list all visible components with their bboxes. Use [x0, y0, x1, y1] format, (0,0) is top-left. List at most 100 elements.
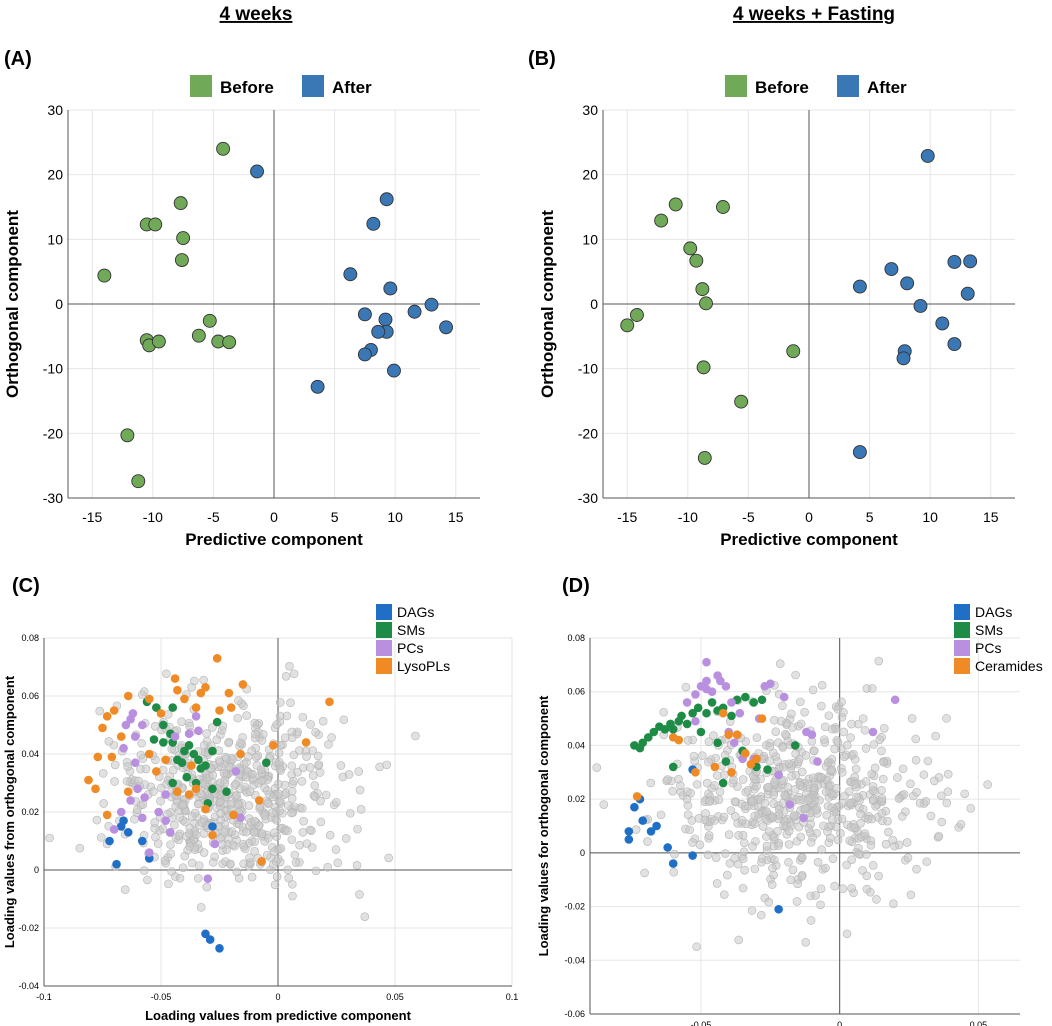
background-lipid-point: [816, 900, 825, 910]
background-lipid-point: [283, 865, 293, 875]
pcs-point: [109, 825, 119, 834]
background-lipid-point: [208, 858, 218, 867]
background-lipid-point: [251, 729, 260, 739]
background-lipid-point: [897, 812, 907, 821]
legend-swatch-before: [725, 75, 747, 97]
background-lipid-point: [804, 795, 813, 805]
background-lipid-point: [721, 849, 730, 858]
y-tick-label: 0.02: [21, 807, 39, 817]
background-lipid-point: [795, 780, 805, 790]
background-lipid-point: [274, 748, 284, 758]
background-lipid-point: [137, 690, 147, 700]
background-lipid-point: [870, 763, 880, 773]
background-lipid-point: [354, 767, 364, 776]
background-lipid-point: [911, 755, 921, 765]
y-tick-label: -0.06: [564, 1009, 585, 1019]
background-lipid-point: [270, 828, 279, 837]
background-lipid-point: [842, 740, 852, 750]
background-lipid-point: [867, 684, 877, 693]
background-lipid-point: [787, 709, 796, 719]
background-lipid-point: [769, 799, 779, 808]
background-lipid-point: [893, 773, 902, 782]
lysopls-point: [325, 697, 334, 707]
x-tick-label: -5: [207, 509, 220, 525]
dags-point: [215, 943, 224, 953]
pcs-point: [807, 730, 817, 739]
background-lipid-point: [215, 778, 225, 788]
background-lipid-point: [283, 801, 293, 810]
background-lipid-point: [298, 712, 308, 722]
lysopls-point: [254, 796, 264, 805]
background-lipid-point: [270, 880, 280, 890]
background-lipid-point: [769, 778, 779, 787]
sms-point: [688, 708, 697, 718]
background-lipid-point: [177, 717, 186, 726]
background-lipid-point: [783, 783, 793, 792]
background-lipid-point: [360, 912, 370, 921]
background-lipid-point: [663, 775, 672, 784]
background-lipid-point: [137, 738, 147, 748]
background-lipid-point: [714, 795, 724, 805]
dags-point: [105, 836, 114, 846]
background-lipid-point: [138, 800, 148, 809]
dags-point: [652, 821, 661, 831]
lysopls-point: [301, 738, 311, 747]
x-tick-label: 0: [270, 509, 278, 525]
background-lipid-point: [862, 884, 872, 894]
after-point: [935, 316, 950, 331]
background-lipid-point: [791, 749, 800, 758]
background-lipid-point: [291, 858, 301, 867]
pcs-point: [702, 676, 711, 686]
lysopls-point: [269, 740, 278, 750]
background-lipid-point: [861, 744, 871, 753]
after-point: [383, 281, 398, 296]
sms-point: [638, 738, 648, 748]
x-tick-label: -10: [678, 509, 698, 525]
pcs-point: [735, 708, 745, 718]
pcs-point: [813, 757, 822, 766]
background-lipid-point: [867, 814, 877, 824]
background-lipid-point: [308, 771, 318, 780]
sms-point: [649, 727, 659, 737]
before-point: [786, 344, 801, 359]
y-tick-label: 0: [580, 848, 585, 858]
after-point: [366, 216, 381, 231]
background-lipid-point: [297, 776, 307, 786]
background-lipid-point: [808, 773, 818, 783]
background-lipid-point: [719, 812, 729, 822]
sms-point: [660, 725, 670, 734]
background-lipid-point: [314, 760, 324, 769]
background-lipid-point: [333, 858, 343, 868]
dags-point: [668, 859, 678, 868]
lysopls-point: [257, 856, 266, 866]
background-lipid-point: [224, 762, 234, 772]
background-lipid-point: [382, 760, 392, 770]
background-lipid-point: [220, 828, 230, 837]
background-lipid-point: [704, 797, 714, 806]
y-tick-label: 0.04: [567, 740, 585, 750]
background-lipid-point: [747, 906, 757, 915]
sms-point: [713, 738, 722, 748]
after-point: [852, 445, 867, 460]
before-point: [202, 313, 217, 328]
background-lipid-point: [786, 875, 796, 885]
background-lipid-point: [302, 752, 311, 761]
background-lipid-point: [670, 849, 679, 859]
background-lipid-point: [750, 864, 760, 874]
pcs-point: [799, 813, 808, 823]
background-lipid-point: [780, 791, 789, 800]
background-lipid-point: [788, 723, 797, 732]
background-lipid-point: [273, 854, 283, 864]
x-tick-label: 0.05: [970, 1020, 988, 1026]
legend-label-lysopls: LysoPLs: [397, 658, 450, 674]
pcs-point: [133, 784, 142, 794]
background-lipid-point: [764, 782, 773, 792]
after-point: [852, 279, 867, 294]
x-tick-label: -0.05: [691, 1020, 712, 1026]
lysopls-point: [224, 688, 234, 698]
background-lipid-point: [178, 863, 188, 873]
background-lipid-point: [592, 763, 602, 772]
background-lipid-point: [720, 770, 729, 780]
background-lipid-point: [883, 816, 892, 826]
background-lipid-point: [92, 815, 102, 825]
